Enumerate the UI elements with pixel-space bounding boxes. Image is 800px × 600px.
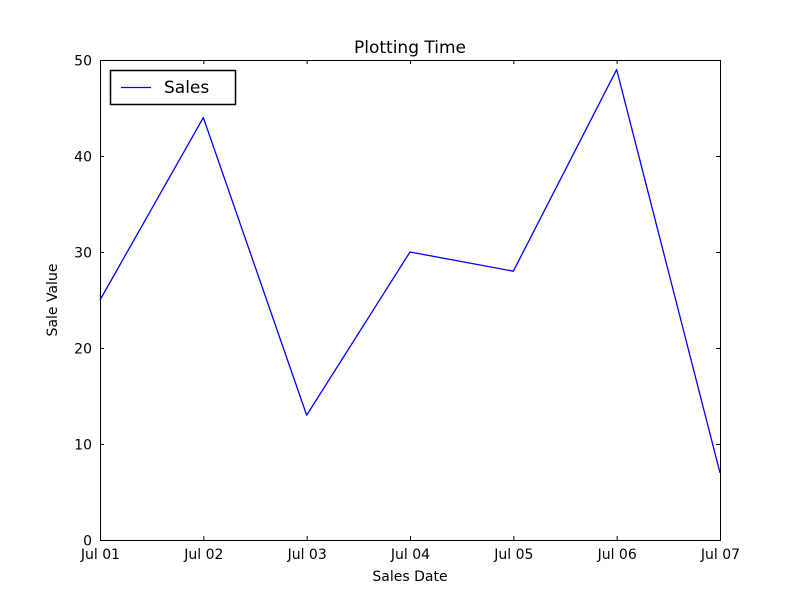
legend-label: Sales bbox=[164, 78, 209, 98]
x-tick-label: Jul 07 bbox=[700, 547, 740, 563]
y-axis-label: Sale Value bbox=[45, 264, 61, 337]
x-tick-label: Jul 05 bbox=[493, 547, 533, 563]
y-tick-label: 50 bbox=[74, 54, 92, 70]
y-tick-label: 0 bbox=[83, 534, 92, 550]
chart-title: Plotting Time bbox=[354, 38, 466, 58]
y-tick-label: 20 bbox=[74, 342, 92, 358]
x-tick-label: Jul 01 bbox=[80, 547, 120, 563]
sales-series-line bbox=[99, 68, 721, 473]
y-tick-label: 10 bbox=[74, 438, 92, 454]
x-tick-label: Jul 02 bbox=[183, 547, 223, 563]
plot-area: 0 10 20 30 40 50 Jul 01 Jul 02 Jul 03 Jul 04 Jul 0… bbox=[74, 54, 740, 564]
axes-frame bbox=[100, 60, 721, 541]
y-tick-label: 40 bbox=[74, 150, 92, 166]
x-tick-label: Jul 04 bbox=[390, 547, 430, 563]
x-axis-label: Sales Date bbox=[372, 569, 447, 585]
legend: Sales bbox=[109, 69, 237, 106]
y-tick-label: 30 bbox=[74, 246, 92, 262]
x-tick-label: Jul 06 bbox=[597, 547, 637, 563]
x-tick-label: Jul 03 bbox=[287, 547, 327, 563]
